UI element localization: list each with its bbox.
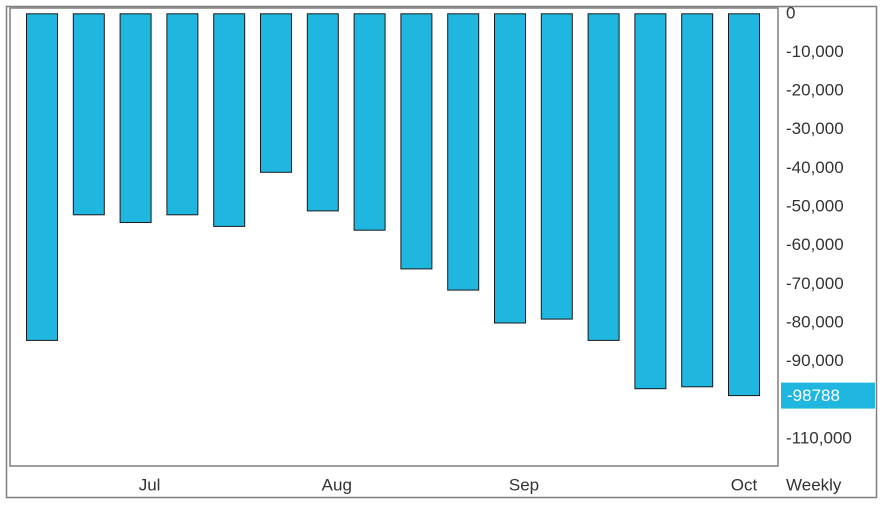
bar-5 [213, 13, 246, 227]
x-tick-label-sep: Sep [509, 475, 539, 494]
bar-16 [728, 13, 760, 397]
y-tick-label: -20,000 [786, 81, 844, 100]
plot-area-frame [9, 7, 779, 467]
bar-14 [634, 13, 667, 390]
y-tick-label: -60,000 [786, 235, 844, 254]
bar-11 [494, 13, 526, 324]
bar-3 [119, 13, 152, 223]
last-value-label: -98788 [787, 386, 840, 405]
x-axis: Jul Aug Sep Oct [139, 475, 758, 494]
bar-13 [587, 13, 620, 341]
bar-15 [681, 13, 714, 388]
bar-4 [166, 13, 199, 216]
bars-group [26, 13, 760, 397]
y-tick-label: 0 [786, 3, 795, 22]
last-value-badge: -98788 [781, 382, 875, 409]
x-tick-label-oct: Oct [731, 475, 758, 494]
bar-10 [447, 13, 480, 291]
x-tick-label-aug: Aug [322, 475, 352, 494]
y-tick-label: -40,000 [786, 158, 844, 177]
bar-9 [400, 13, 433, 270]
y-tick-label: -110,000 [786, 428, 852, 447]
y-tick-label: -50,000 [786, 196, 844, 215]
y-tick-label: -70,000 [786, 274, 844, 293]
bar-8 [353, 13, 386, 231]
bar-1 [26, 13, 58, 341]
last-value-badge-bg [781, 382, 875, 409]
x-tick-label-jul: Jul [139, 475, 161, 494]
y-tick-label: -90,000 [786, 351, 844, 370]
bar-6 [260, 13, 292, 173]
y-tick-label: -30,000 [786, 119, 844, 138]
bar-12 [540, 13, 573, 320]
y-tick-label: -10,000 [786, 42, 844, 61]
y-tick-label: -80,000 [786, 312, 844, 331]
period-label: Weekly [786, 475, 842, 494]
bar-2 [72, 13, 105, 216]
bar-7 [306, 13, 339, 212]
